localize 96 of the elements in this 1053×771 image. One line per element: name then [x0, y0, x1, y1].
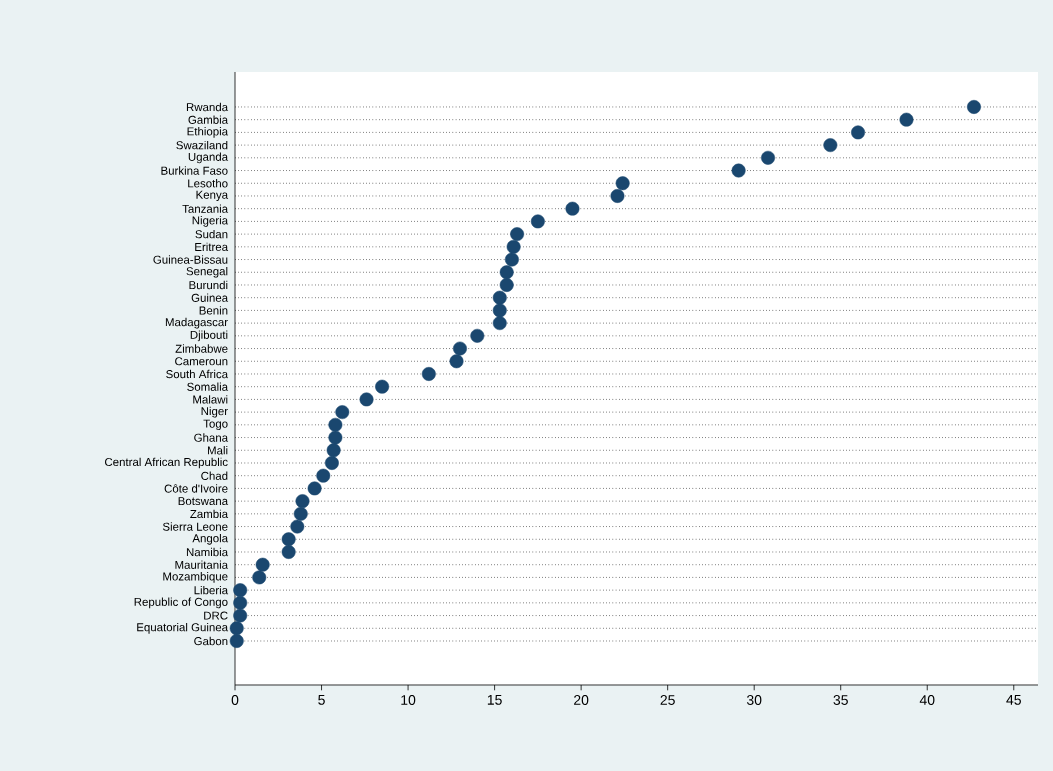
point — [506, 239, 521, 254]
x-tick-label: 35 — [833, 695, 848, 705]
point — [492, 290, 507, 305]
point — [293, 506, 308, 521]
y-tick-label: Guinea — [191, 293, 229, 302]
point — [610, 189, 625, 203]
x-tick-label: 30 — [746, 695, 762, 705]
y-tick-label: Kenya — [196, 190, 229, 202]
y-tick-label: Somalia — [187, 382, 229, 391]
x-tick-label: 40 — [919, 695, 935, 705]
y-tick-label: Niger — [201, 406, 228, 418]
point — [823, 138, 838, 153]
point — [499, 265, 514, 280]
point — [731, 163, 746, 178]
y-tick-label: Republic of Congo — [134, 597, 228, 609]
y-tick-label: Djibouti — [190, 330, 228, 342]
point — [492, 303, 507, 318]
y-tick-label: Burundi — [189, 280, 228, 290]
point — [967, 100, 981, 114]
point — [290, 519, 305, 534]
y-tick-label: Gabon — [194, 636, 228, 646]
x-tick-label: 0 — [231, 695, 239, 705]
point — [316, 468, 331, 483]
point — [295, 494, 310, 509]
y-tick-label: Côte d'Ivoire — [164, 484, 228, 493]
y-tick-label: Gambia — [188, 115, 229, 124]
point — [510, 227, 525, 242]
y-tick-label: Ghana — [194, 433, 229, 442]
point — [229, 634, 244, 648]
point — [375, 379, 390, 394]
y-tick-label: Mali — [207, 446, 228, 455]
point — [335, 405, 350, 420]
y-tick-label: Chad — [201, 471, 228, 480]
point — [492, 316, 507, 331]
point — [252, 570, 267, 585]
y-tick-label: DRC — [204, 611, 228, 620]
point — [233, 608, 248, 623]
point — [504, 252, 519, 267]
x-tick-label: 10 — [401, 695, 416, 705]
point — [499, 278, 514, 292]
y-tick-label: Angola — [192, 533, 229, 545]
point — [530, 214, 545, 229]
point — [453, 341, 467, 356]
y-tick-label: Central African Republic — [105, 457, 228, 469]
y-tick-label: Burkina Faso — [161, 166, 228, 175]
point — [233, 583, 248, 598]
y-tick-label: Equatorial Guinea — [137, 622, 229, 634]
point — [233, 595, 248, 610]
x-tick-label: 20 — [574, 695, 589, 705]
x-tick-label: 5 — [318, 695, 325, 705]
point — [615, 176, 630, 191]
y-tick-label: Mauritania — [175, 560, 229, 569]
y-tick-label: Guinea-Bissau — [153, 255, 228, 264]
y-tick-label: Namibia — [186, 547, 229, 557]
point — [328, 417, 343, 432]
point — [229, 621, 244, 636]
point — [470, 328, 485, 343]
y-tick-label: Senegal — [186, 266, 228, 278]
y-tick-label: Zambia — [190, 509, 229, 519]
point — [324, 456, 339, 470]
y-tick-label: Madagascar — [165, 317, 228, 329]
y-tick-label: Botswana — [178, 497, 229, 506]
y-tick-label: Cameroun — [175, 357, 228, 366]
y-tick-label: Togo — [203, 419, 228, 430]
y-tick-label: Mozambique — [163, 572, 228, 583]
point — [449, 354, 464, 369]
point — [307, 481, 322, 496]
x-tick-label: 45 — [1006, 695, 1021, 705]
point — [328, 430, 343, 445]
y-tick-label: Eritrea — [195, 242, 229, 252]
y-tick-label: Zimbabwe — [175, 344, 228, 353]
point — [255, 557, 270, 572]
point — [359, 392, 374, 407]
y-tick-label: Rwanda — [186, 102, 229, 112]
point — [565, 201, 580, 216]
point — [851, 125, 865, 140]
x-tick-label: 25 — [660, 695, 675, 705]
point — [899, 112, 914, 127]
y-tick-label: Nigeria — [192, 216, 229, 227]
x-tick-label: 15 — [487, 695, 502, 705]
y-tick-label: Ethiopia — [187, 127, 229, 138]
y-tick-label: Sudan — [195, 229, 228, 239]
point — [326, 443, 341, 458]
point — [281, 532, 296, 547]
y-tick-label: Tanzania — [182, 204, 229, 213]
y-tick-label: Benin — [199, 306, 228, 315]
y-tick-label: Sierra Leone — [162, 522, 228, 531]
y-tick-label: Malawi — [193, 395, 228, 404]
y-tick-label: Lesotho — [188, 179, 228, 188]
y-tick-label: South Africa — [166, 369, 229, 379]
point — [421, 367, 436, 381]
y-tick-label: Uganda — [188, 152, 229, 164]
y-tick-label: Liberia — [194, 585, 229, 595]
point — [761, 150, 775, 165]
point — [281, 545, 296, 559]
y-tick-label: Swaziland — [176, 140, 228, 150]
